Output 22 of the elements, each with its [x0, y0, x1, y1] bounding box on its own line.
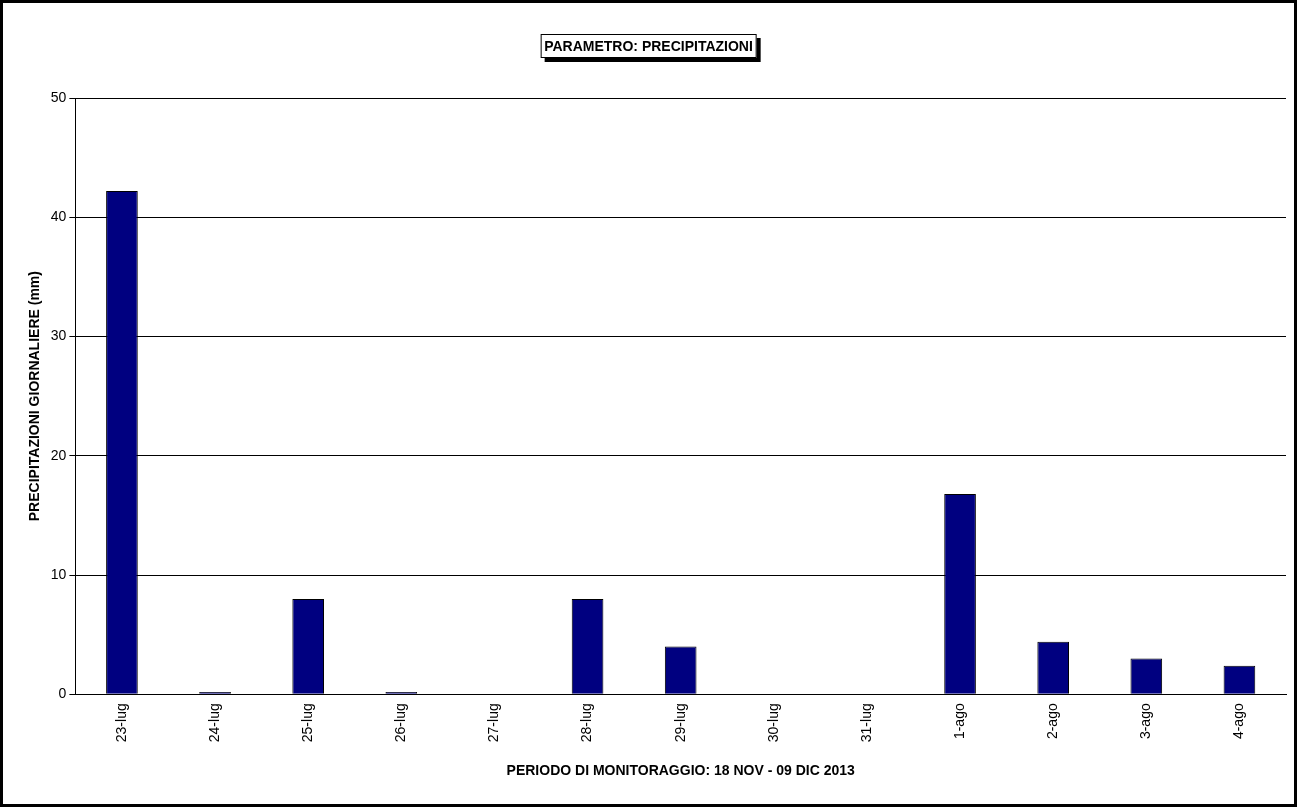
x-tick-label: 28-lug	[578, 703, 595, 743]
x-tick-label: 24-lug	[205, 703, 222, 743]
x-tick-label: 29-lug	[671, 703, 688, 743]
x-tick-label: 23-lug	[112, 703, 129, 743]
y-axis-title: PRECIPITAZIONI GIORNALIERE (mm)	[26, 271, 43, 522]
x-tick-label: 1-ago	[950, 703, 967, 740]
x-tick-label: 4-ago	[1230, 703, 1247, 740]
x-tick-label: 3-ago	[1137, 703, 1154, 740]
x-tick-label: 26-lug	[392, 703, 409, 743]
x-tick-label: 30-lug	[764, 703, 781, 743]
y-tick-label: 10	[50, 565, 67, 582]
x-tick-label: 25-lug	[299, 703, 316, 743]
x-tick-label: 27-lug	[485, 703, 502, 743]
y-tick-label: 40	[50, 208, 67, 225]
y-tick-label: 30	[50, 327, 67, 344]
y-tick-label: 50	[50, 88, 67, 105]
y-tick-label: 20	[50, 446, 67, 463]
x-tick-label: 31-lug	[857, 703, 874, 743]
x-axis-title: PERIODO DI MONITORAGGIO: 18 NOV - 09 DIC 2013	[506, 762, 856, 779]
x-tick-label: 2-ago	[1044, 703, 1061, 740]
y-tick-label: 0	[58, 685, 67, 702]
chart-title: PARAMETRO: PRECIPITAZIONI	[540, 34, 757, 58]
